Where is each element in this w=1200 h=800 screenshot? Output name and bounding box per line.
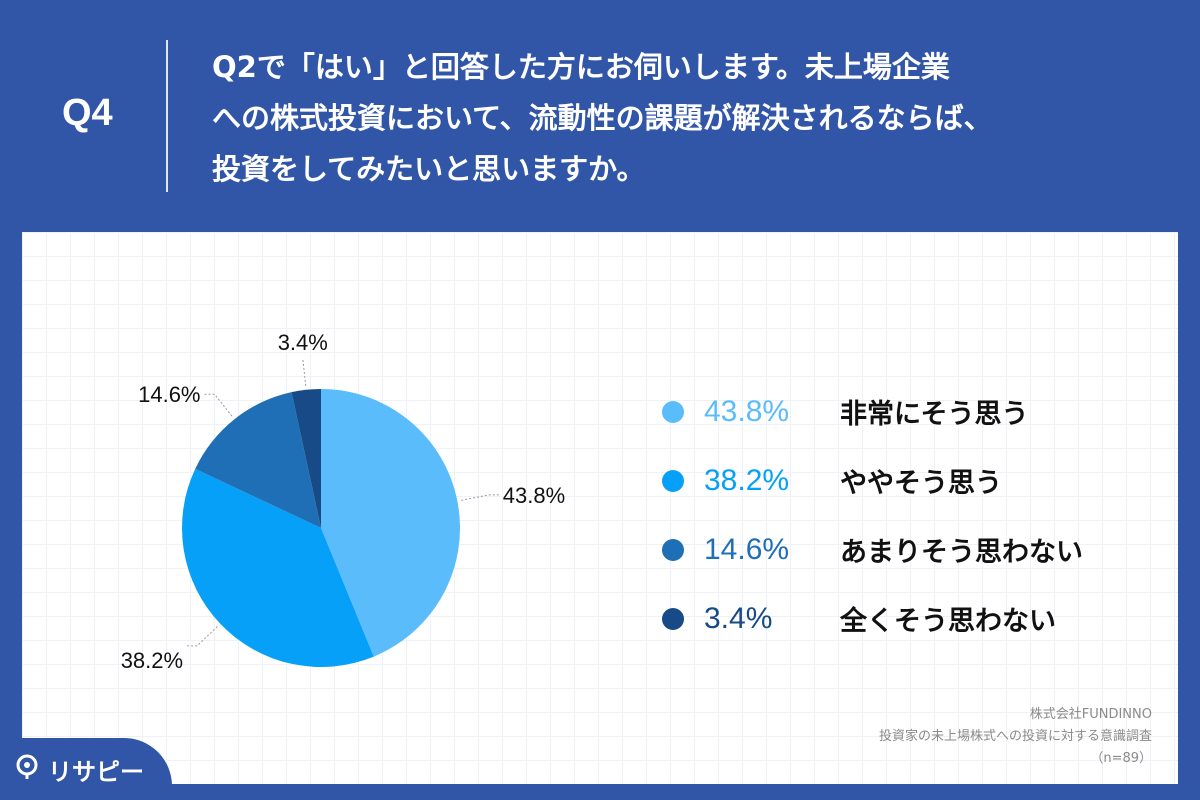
question-number: Q4 xyxy=(62,92,113,134)
legend-dot-icon xyxy=(662,538,684,561)
data-label: 14.6% xyxy=(138,382,200,407)
legend-label: あまりそう思わない xyxy=(840,537,1083,568)
legend-value: 43.8% xyxy=(704,394,790,428)
pie-chart: 43.8% 38.2% 14.6% 3.4% xyxy=(121,330,565,673)
location-pin-icon xyxy=(16,754,38,779)
legend-value: 38.2% xyxy=(704,463,790,497)
chart-panel: 43.8% 38.2% 14.6% 3.4% 43.8% 非常にそう思う 38.2% … xyxy=(22,232,1178,784)
legend-item: 38.2% ややそう思う xyxy=(662,446,1083,515)
pie-slice xyxy=(195,392,321,528)
legend-value: 3.4% xyxy=(704,601,773,635)
pie-slice xyxy=(321,389,460,657)
question-text: Q2で「はい」と回答した方にお伺いします。未上場企業 への株式投資において、流動… xyxy=(212,42,1162,195)
legend-label: ややそう思う xyxy=(840,468,1002,499)
data-label: 3.4% xyxy=(278,330,328,355)
legend-label: 非常にそう思う xyxy=(840,399,1029,430)
legend-dot-icon xyxy=(662,607,684,630)
leader-line xyxy=(461,494,499,501)
header-divider xyxy=(166,40,168,192)
leader-line xyxy=(187,626,218,647)
legend-item: 14.6% あまりそう思わない xyxy=(662,515,1083,584)
brand-logo: リサピー xyxy=(0,738,172,800)
legend-value: 14.6% xyxy=(704,532,790,566)
legend-label: 全くそう思わない xyxy=(840,606,1056,637)
pie-slice xyxy=(182,468,374,667)
question-line: への株式投資において、流動性の課題が解決されるならば、 xyxy=(212,101,993,135)
legend-dot-icon xyxy=(662,469,684,492)
question-line: 投資をしてみたいと思いますか。 xyxy=(212,152,646,186)
source-note: 株式会社FUNDINNO 投資家の未上場株式への投資に対する意識調査 （n=89… xyxy=(879,704,1152,770)
legend-item: 43.8% 非常にそう思う xyxy=(662,377,1083,446)
source-survey: 投資家の未上場株式への投資に対する意識調査 xyxy=(878,729,1152,744)
source-sample: （n=89） xyxy=(1090,751,1152,766)
leader-line xyxy=(204,393,233,417)
source-company: 株式会社FUNDINNO xyxy=(1029,707,1152,722)
brand-name: リサピー xyxy=(48,758,144,786)
data-label: 38.2% xyxy=(121,648,183,673)
pie-slice xyxy=(291,389,321,528)
question-line: Q2で「はい」と回答した方にお伺いします。未上場企業 xyxy=(212,50,950,84)
chart-legend: 43.8% 非常にそう思う 38.2% ややそう思う 14.6% あまりそう思わ… xyxy=(662,377,1083,653)
leader-line xyxy=(302,357,307,386)
legend-item: 3.4% 全くそう思わない xyxy=(662,584,1083,653)
legend-dot-icon xyxy=(662,400,684,423)
data-label: 43.8% xyxy=(503,483,565,508)
